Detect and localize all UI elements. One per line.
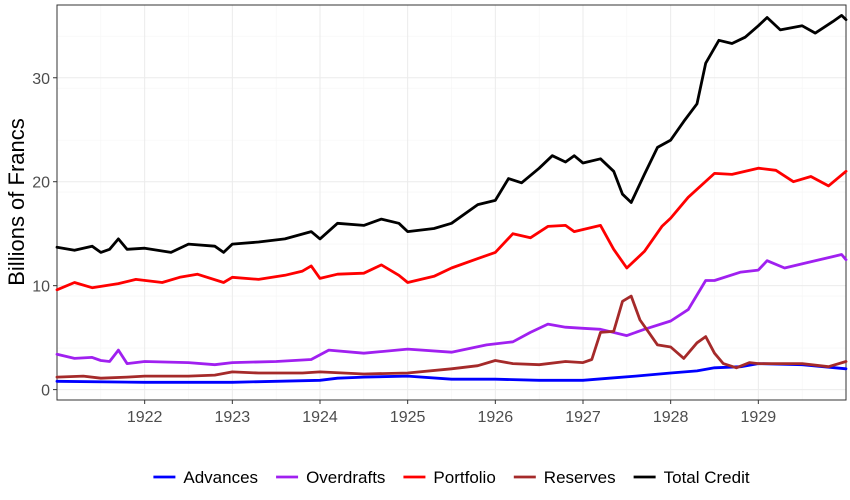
y-axis-ticks: 0 10 20 30	[32, 71, 57, 400]
y-tick-label: 0	[41, 383, 50, 400]
series-lines	[55, 14, 848, 384]
y-tick-label: 30	[32, 71, 50, 88]
legend-item-total-credit: Total Credit	[633, 468, 750, 487]
plot-panel-border	[56, 4, 847, 401]
series-line-total-credit	[55, 14, 848, 254]
x-tick-label: 1929	[741, 409, 777, 426]
x-tick-label: 1926	[478, 409, 514, 426]
legend: Advances Overdrafts Portfolio Reserves Total…	[153, 468, 750, 487]
legend-item-overdrafts: Overdrafts	[276, 468, 385, 487]
series-line-reserves	[55, 294, 848, 380]
series-line-portfolio	[55, 166, 848, 292]
grid	[57, 5, 846, 401]
y-axis-title: Billions of Francs	[4, 118, 29, 286]
legend-label-overdrafts: Overdrafts	[306, 468, 385, 487]
legend-label-total-credit: Total Credit	[664, 468, 750, 487]
legend-item-advances: Advances	[153, 468, 258, 487]
legend-item-reserves: Reserves	[513, 468, 616, 487]
legend-label-advances: Advances	[183, 468, 258, 487]
x-tick-label: 1923	[215, 409, 251, 426]
x-tick-label: 1924	[302, 409, 338, 426]
x-axis-ticks: 1922 1923 1924 1925 1926 1927 1928 1929	[127, 400, 776, 426]
x-tick-label: 1928	[653, 409, 689, 426]
x-tick-label: 1925	[390, 409, 426, 426]
legend-label-portfolio: Portfolio	[433, 468, 495, 487]
x-tick-label: 1927	[565, 409, 601, 426]
x-tick-label: 1922	[127, 409, 163, 426]
y-tick-label: 20	[32, 175, 50, 192]
legend-label-reserves: Reserves	[544, 468, 616, 487]
legend-item-portfolio: Portfolio	[403, 468, 496, 487]
y-tick-label: 10	[32, 279, 50, 296]
series-line-overdrafts	[55, 253, 848, 367]
